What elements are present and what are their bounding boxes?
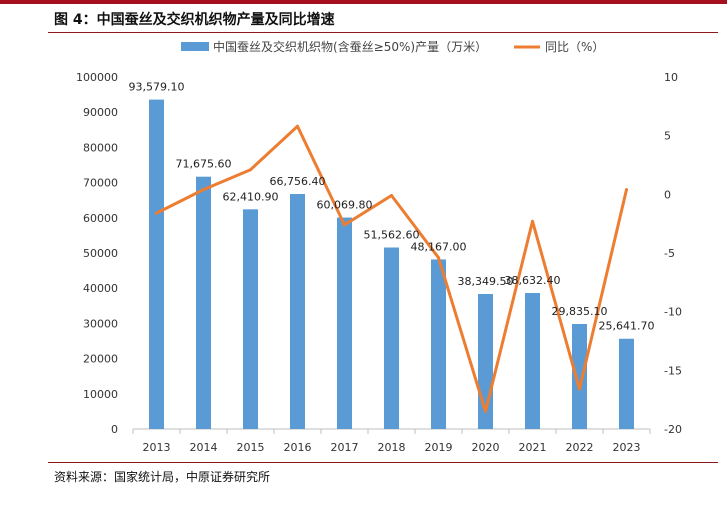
left-axis-tick-label: 0 <box>111 423 118 436</box>
right-axis-tick-label: -15 <box>664 364 682 377</box>
bar-data-label: 93,579.10 <box>129 81 185 94</box>
x-axis-tick-label: 2018 <box>378 441 406 454</box>
bar-data-label: 29,835.10 <box>552 305 608 318</box>
left-axis-tick-label: 10000 <box>83 388 118 401</box>
bar-2017 <box>337 217 352 429</box>
bar-data-label: 71,675.60 <box>176 158 232 171</box>
left-axis-tick-label: 30000 <box>83 317 118 330</box>
x-axis-tick-label: 2014 <box>190 441 218 454</box>
yoy-point-2014 <box>202 188 205 192</box>
bar-2018 <box>384 247 399 429</box>
source-note: 资料来源：国家统计局，中原证券研究所 <box>54 470 271 484</box>
x-axis-tick-label: 2022 <box>566 441 594 454</box>
line-series <box>155 124 628 413</box>
left-axis-tick-label: 100000 <box>76 71 118 84</box>
bar-2021 <box>525 293 540 429</box>
left-axis-tick-label: 50000 <box>83 247 118 260</box>
bar-2019 <box>431 259 446 429</box>
right-axis-tick-label: -5 <box>664 247 675 260</box>
yoy-point-2013 <box>155 211 158 215</box>
legend-label-line: 同比（%） <box>545 40 604 54</box>
bar-data-label: 48,167.00 <box>411 240 467 253</box>
bar-2014 <box>196 176 211 429</box>
data-labels: 93,579.10 71,675.60 62,410.90 66,756.40 60,0… <box>129 81 655 333</box>
left-axis-tick-label: 20000 <box>83 353 118 366</box>
bar-series <box>149 99 634 430</box>
top-accent-bar <box>0 0 727 4</box>
left-axis-tick-label: 90000 <box>83 106 118 119</box>
x-axis-tick-label: 2017 <box>331 441 359 454</box>
yoy-point-2015 <box>249 168 252 172</box>
right-axis-tick-label: -20 <box>664 423 682 436</box>
right-axis-tick-label: 10 <box>664 71 678 84</box>
right-axis-tick-label: -10 <box>664 306 682 319</box>
bar-2013 <box>149 99 164 430</box>
x-axis-tick-label: 2023 <box>613 441 641 454</box>
x-axis-tick-label: 2019 <box>425 441 453 454</box>
left-axis: 0 10000 20000 30000 40000 50000 60000 70000 8000… <box>76 71 118 436</box>
yoy-point-2020 <box>484 409 487 413</box>
x-axis-tick-label: 2021 <box>519 441 547 454</box>
left-axis-tick-label: 40000 <box>83 282 118 295</box>
bar-2015 <box>243 209 258 429</box>
right-axis: -20 -15 -10 -5 0 5 10 <box>664 71 682 436</box>
legend-label-bar: 中国蚕丝及交织机织物(含蚕丝≥50%)产量（万米） <box>213 39 487 54</box>
bar-data-label: 60,069.80 <box>317 199 373 212</box>
yoy-point-2019 <box>437 256 440 260</box>
chart-title: 图 4：中国蚕丝及交织机织物产量及同比增速 <box>54 12 335 28</box>
left-axis-tick-label: 70000 <box>83 177 118 190</box>
x-axis-tick-label: 2016 <box>284 441 312 454</box>
bar-data-label: 38,349.50 <box>458 275 514 288</box>
yoy-point-2016 <box>296 124 299 128</box>
x-axis-tick-label: 2013 <box>143 441 171 454</box>
legend: 中国蚕丝及交织机织物(含蚕丝≥50%)产量（万米） 同比（%） <box>181 39 604 54</box>
x-axis-tick-label: 2015 <box>237 441 265 454</box>
yoy-point-2023 <box>625 188 628 192</box>
left-axis-tick-label: 60000 <box>83 212 118 225</box>
bar-2022 <box>572 323 587 429</box>
right-axis-tick-label: 0 <box>664 188 671 201</box>
x-axis: 2013 2014 2015 2016 2017 2018 2019 2020 2021 2022… <box>132 428 651 454</box>
yoy-point-2017 <box>343 223 346 227</box>
legend-swatch-bar <box>181 42 209 51</box>
left-axis-tick-label: 80000 <box>83 141 118 154</box>
bar-data-label: 25,641.70 <box>599 320 655 333</box>
bar-2023 <box>619 338 634 429</box>
bar-data-label: 66,756.40 <box>270 175 326 188</box>
bar-data-label: 38,632.40 <box>505 274 561 287</box>
bar-data-label: 62,410.90 <box>223 190 279 203</box>
title-divider <box>48 32 718 33</box>
yoy-point-2022 <box>578 387 581 391</box>
right-axis-tick-label: 5 <box>664 130 671 143</box>
bar-data-label: 51,562.60 <box>364 228 420 241</box>
yoy-point-2018 <box>390 194 393 198</box>
x-axis-tick-label: 2020 <box>472 441 500 454</box>
yoy-point-2021 <box>531 219 534 223</box>
footer-divider <box>48 462 718 463</box>
bar-2016 <box>290 194 305 429</box>
